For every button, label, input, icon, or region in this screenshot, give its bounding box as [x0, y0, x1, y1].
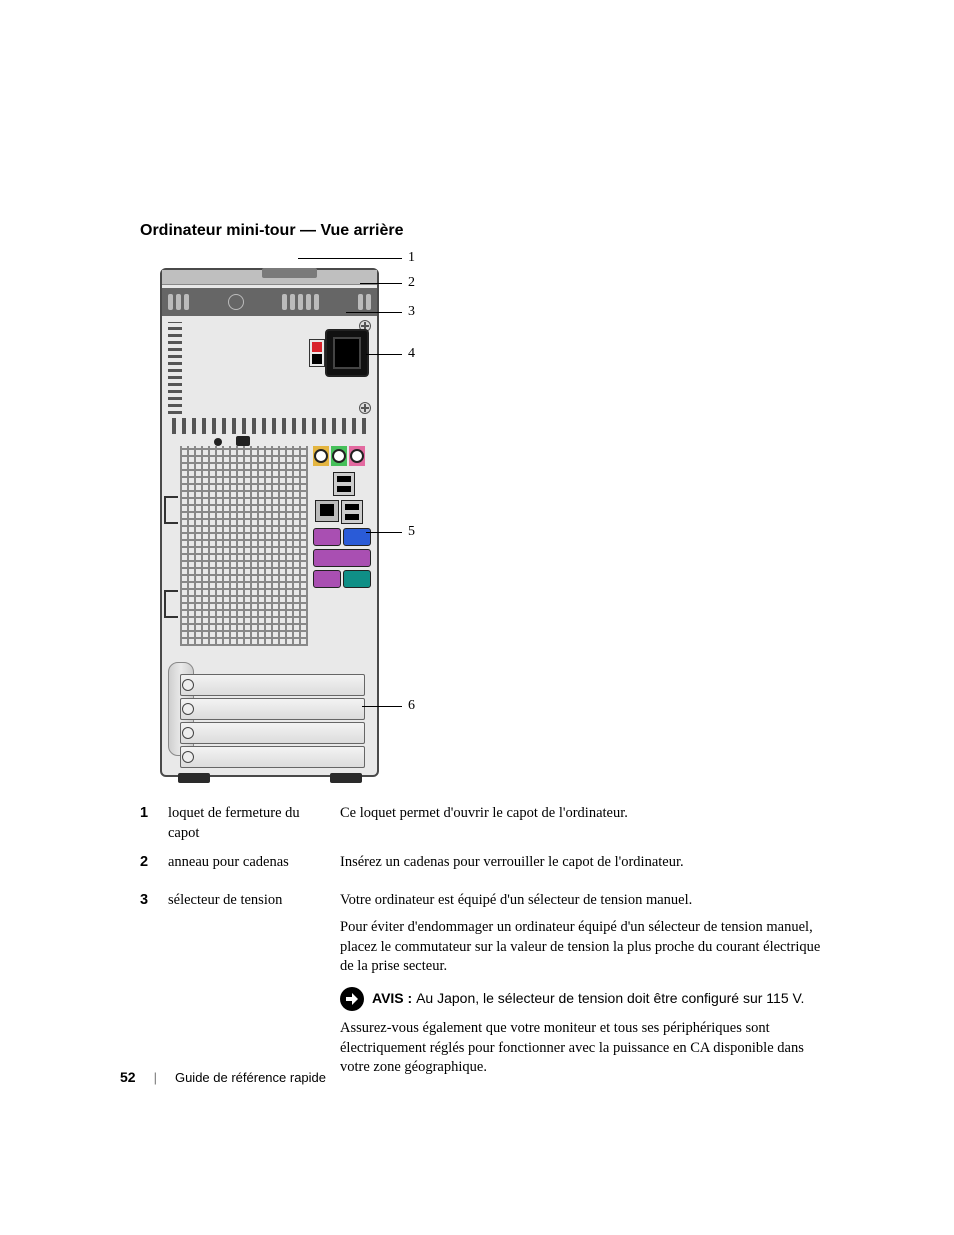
- callout-leader-line: [346, 312, 402, 313]
- legend-paragraph: Assurez-vous également que votre moniteu…: [340, 1019, 834, 1078]
- chassis-foot: [178, 773, 210, 783]
- chassis-bracket: [164, 496, 178, 524]
- callout-number: 5: [408, 524, 415, 540]
- vga-port: [343, 528, 371, 546]
- slot-thumbscrew-icon: [182, 751, 194, 763]
- legend-number: 3: [140, 891, 168, 911]
- callout-leader-line: [366, 532, 402, 533]
- audio-jack-line-out: [313, 446, 329, 466]
- rivet-icon: [214, 438, 222, 446]
- callout-leader-line: [366, 354, 402, 355]
- legend-list: 1loquet de fermeture du capotCe loquet p…: [140, 804, 834, 1096]
- usb-ports-lower: [341, 500, 363, 524]
- footer-title: Guide de référence rapide: [175, 1070, 326, 1085]
- document-page: Ordinateur mini-tour — Vue arrière: [0, 0, 954, 1235]
- legend-term: sélecteur de tension: [168, 891, 340, 911]
- legend-description: Insérez un cadenas pour verrouiller le c…: [340, 853, 834, 881]
- back-panel-ports: [313, 446, 371, 588]
- psu-area: [309, 324, 369, 409]
- callout-leader-line: [360, 283, 402, 284]
- expansion-slot-plate: [180, 722, 365, 744]
- legend-paragraph: Votre ordinateur est équipé d'un sélecte…: [340, 891, 834, 911]
- audio-jack-mic: [349, 446, 365, 466]
- legend-row: 1loquet de fermeture du capotCe loquet p…: [140, 804, 834, 843]
- legend-paragraph: Insérez un cadenas pour verrouiller le c…: [340, 853, 834, 873]
- chassis-foot: [330, 773, 362, 783]
- notice-block: AVIS : Au Japon, le sélecteur de tension…: [340, 987, 834, 1011]
- expansion-slot-plate: [180, 746, 365, 768]
- page-footer: 52 | Guide de référence rapide: [120, 1069, 326, 1085]
- grille-slots-left: [168, 294, 189, 310]
- expansion-slot-plate: [180, 698, 365, 720]
- legend-term: anneau pour cadenas: [168, 853, 340, 873]
- callout-leader-line: [362, 706, 402, 707]
- serial-port-a: [313, 570, 341, 588]
- slot-thumbscrew-icon: [182, 679, 194, 691]
- serial-vga-row: [313, 570, 371, 588]
- top-grille: [162, 288, 377, 316]
- slot-thumbscrew-icon: [182, 703, 194, 715]
- chassis: [160, 268, 379, 777]
- serial-port-b: [343, 570, 371, 588]
- callout-number: 6: [408, 698, 415, 714]
- chassis-bracket: [164, 590, 178, 618]
- legend-term: loquet de fermeture du capot: [168, 804, 340, 843]
- rear-view-diagram: [160, 258, 400, 788]
- legend-description: Ce loquet permet d'ouvrir le capot de l'…: [340, 804, 834, 832]
- callout-number: 1: [408, 250, 415, 266]
- legend-row: 3sélecteur de tensionVotre ordinateur es…: [140, 891, 834, 1086]
- callout-number: 3: [408, 304, 415, 320]
- section-heading: Ordinateur mini-tour — Vue arrière: [140, 222, 403, 240]
- vent-grid: [180, 446, 308, 646]
- voltage-black-icon: [312, 354, 322, 364]
- legend-number: 1: [140, 804, 168, 824]
- audio-jack-line-in: [331, 446, 347, 466]
- cover-latch: [262, 268, 317, 278]
- legend-paragraph: Pour éviter d'endommager un ordinateur é…: [340, 918, 834, 977]
- grille-slots-mid: [282, 294, 319, 310]
- slot-thumbscrew-icon: [182, 727, 194, 739]
- padlock-ring: [228, 294, 244, 310]
- legend-description: Votre ordinateur est équipé d'un sélecte…: [340, 891, 834, 1086]
- legend-row: 2anneau pour cadenasInsérez un cadenas p…: [140, 853, 834, 881]
- voltage-selector: [309, 339, 325, 367]
- power-socket: [325, 329, 369, 377]
- parallel-vga-row: [313, 528, 371, 546]
- notice-text: AVIS : Au Japon, le sélecteur de tension…: [372, 989, 804, 1008]
- psu-side-vent: [168, 322, 182, 414]
- audio-jacks: [313, 446, 371, 466]
- usb-ports-upper: [333, 472, 355, 496]
- callout-number: 2: [408, 275, 415, 291]
- parallel-port-small: [313, 528, 341, 546]
- legend-paragraph: Ce loquet permet d'ouvrir le capot de l'…: [340, 804, 834, 824]
- footer-separator: |: [154, 1070, 157, 1085]
- voltage-red-icon: [312, 342, 322, 352]
- ethernet-port: [315, 500, 339, 522]
- page-number: 52: [120, 1069, 136, 1085]
- grille-slots-right: [358, 294, 371, 310]
- callout-number: 4: [408, 346, 415, 362]
- legend-number: 2: [140, 853, 168, 873]
- notice-arrow-icon: [340, 987, 364, 1011]
- callout-leader-line: [298, 258, 402, 259]
- psu-bottom-vent: [172, 418, 367, 434]
- ethernet-usb-row: [315, 500, 371, 524]
- parallel-port: [313, 549, 371, 567]
- clip-icon: [236, 436, 250, 446]
- expansion-slot-plate: [180, 674, 365, 696]
